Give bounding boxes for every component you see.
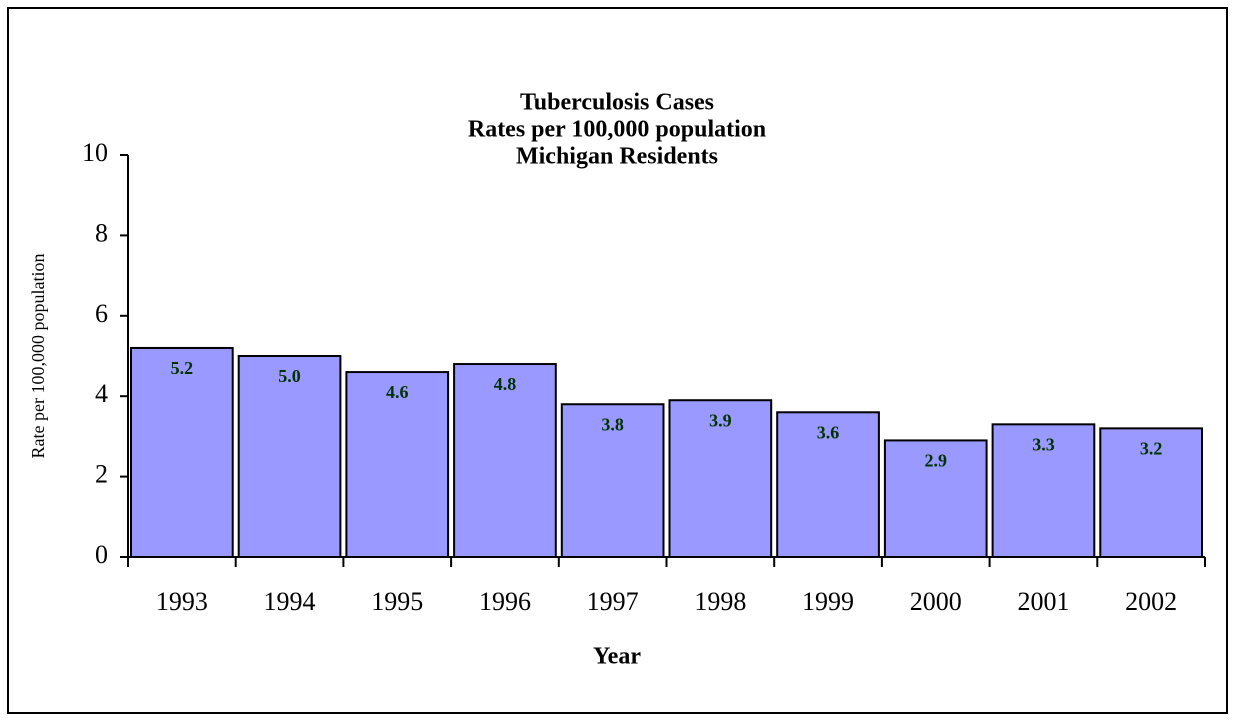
- data-label: 2.9: [925, 451, 948, 471]
- y-tick-label: 10: [82, 138, 108, 167]
- bar: [991, 423, 1096, 558]
- x-tick-label: 1997: [587, 587, 639, 616]
- data-label: 5.0: [278, 366, 301, 386]
- x-axis-title: Year: [593, 644, 641, 670]
- x-tick-label: 2001: [1017, 587, 1069, 616]
- x-tick-label: 1993: [156, 587, 208, 616]
- data-label: 4.8: [494, 374, 517, 394]
- x-tick-label: 1996: [479, 587, 531, 616]
- y-tick-label: 0: [95, 540, 108, 569]
- chart-title: Rates per 100,000 population: [468, 117, 766, 143]
- y-tick-label: 8: [95, 218, 108, 247]
- bar: [560, 403, 665, 558]
- x-tick-label: 1994: [264, 587, 316, 616]
- data-label: 3.2: [1140, 438, 1163, 458]
- x-tick-label: 1999: [802, 587, 854, 616]
- bar: [237, 355, 342, 558]
- bar: [668, 399, 773, 558]
- chart-title: Michigan Residents: [516, 144, 718, 170]
- y-axis-title: Rate per 100,000 population: [28, 254, 48, 459]
- y-tick-label: 4: [95, 379, 108, 408]
- y-tick-label: 2: [95, 460, 108, 489]
- x-tick-label: 2002: [1125, 587, 1177, 616]
- chart-title: Tuberculosis Cases: [520, 90, 714, 116]
- x-tick-label: 1998: [694, 587, 746, 616]
- bar: [776, 411, 880, 558]
- bar: [345, 371, 450, 558]
- x-tick-label: 1995: [371, 587, 423, 616]
- y-tick-label: 6: [95, 299, 108, 328]
- data-label: 3.3: [1032, 434, 1055, 454]
- data-label: 5.2: [171, 358, 194, 378]
- data-label: 3.9: [709, 410, 732, 430]
- data-label: 4.6: [386, 382, 409, 402]
- bar: [453, 363, 557, 559]
- data-label: 3.6: [817, 422, 840, 442]
- x-tick-label: 2000: [910, 587, 962, 616]
- bar: [883, 439, 988, 559]
- data-label: 3.8: [601, 414, 624, 434]
- bar: [130, 346, 234, 558]
